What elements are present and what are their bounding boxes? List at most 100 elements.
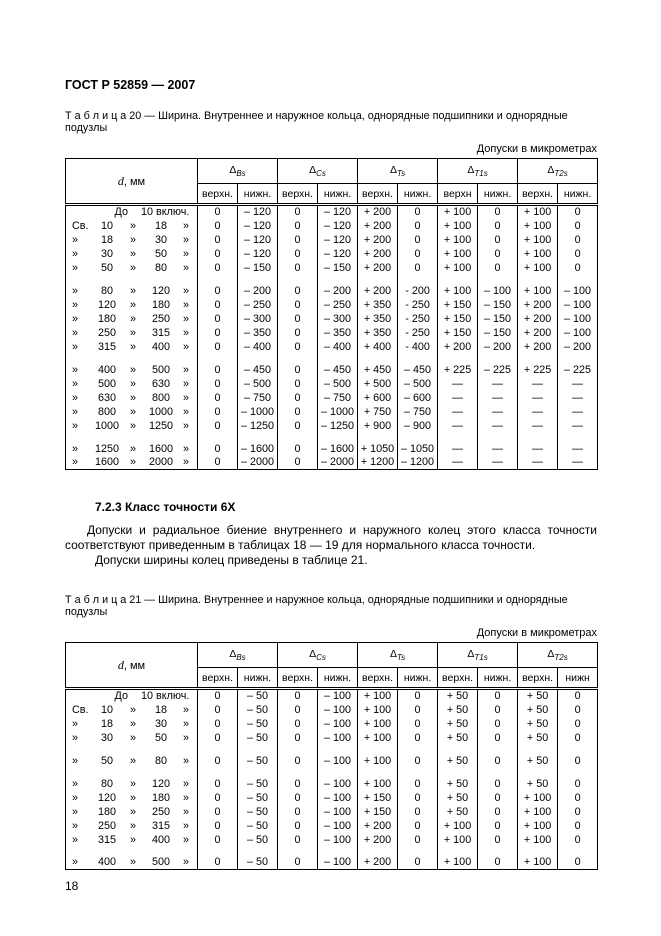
table-row: Св. 10» 18» 0– 50 0– 100 + 100 0 + 50 0 + 50 0 — [65, 702, 599, 717]
value-cell: 0 — [197, 730, 238, 745]
value-cell: + 100 — [437, 818, 479, 833]
table-row: » 315» 400» 0– 50 0– 100 + 200 0 + 100 0 + 100 0 — [65, 832, 599, 847]
spacer-cell — [517, 846, 559, 856]
value-cell: 0 — [557, 776, 599, 791]
value-cell: — — [477, 441, 519, 456]
table20-units-note: Допуски в микрометрах — [476, 143, 597, 155]
value-cell: – 50 — [236, 730, 279, 745]
value-cell: – 2000 — [317, 455, 359, 470]
value-cell: 0 — [397, 218, 439, 233]
value-cell: 0 — [197, 232, 238, 247]
value-cell: – 150 — [236, 260, 279, 275]
value-cell: — — [437, 418, 479, 433]
value-cell: + 150 — [357, 790, 399, 805]
value-cell: + 350 — [357, 311, 399, 326]
value-cell: + 100 — [517, 818, 559, 833]
table-row: » 80» 120» 0– 200 0– 200 + 200- 200 + 100– 100… — [65, 283, 599, 298]
value-cell: – 50 — [236, 776, 279, 791]
value-cell: – 250 — [317, 297, 359, 312]
d-range-cell: » 50» 80» — [65, 753, 198, 768]
value-cell: 0 — [197, 246, 238, 261]
d-range-cell: » 400» 500» — [65, 855, 198, 870]
table20-header: d, мм ΔBs ΔCs ΔTs ΔT1s ΔT2s верхн. нижн. верхн… — [65, 158, 599, 206]
value-cell: 0 — [197, 776, 238, 791]
value-cell: – 150 — [317, 260, 359, 275]
value-cell: – 100 — [317, 688, 359, 703]
value-cell: – 400 — [236, 339, 279, 354]
spacer-cell — [197, 767, 238, 777]
value-cell: 0 — [397, 790, 439, 805]
spacer-cell — [197, 274, 238, 284]
spacer-cell — [517, 767, 559, 777]
value-cell: – 2000 — [236, 455, 279, 470]
d-range-cell: » 630» 800» — [65, 390, 198, 405]
table21-units-note: Допуски в микрометрах — [476, 627, 597, 639]
table20: d, мм ΔBs ΔCs ΔTs ΔT1s ΔT2s верхн. нижн. верхн… — [65, 158, 599, 470]
spacer-cell — [236, 767, 279, 777]
value-cell: 0 — [277, 855, 319, 870]
value-cell: – 150 — [477, 325, 519, 340]
value-cell: + 100 — [517, 855, 559, 870]
value-cell: – 350 — [317, 325, 359, 340]
value-cell: + 50 — [517, 753, 559, 768]
value-cell: 0 — [277, 404, 319, 419]
spacer-cell — [236, 846, 279, 856]
spacer-cell — [357, 274, 399, 284]
value-cell: – 100 — [557, 297, 599, 312]
value-cell: + 50 — [437, 790, 479, 805]
delta-column-header: ΔT1s — [437, 642, 519, 668]
value-cell: – 500 — [317, 376, 359, 391]
value-cell: + 100 — [437, 832, 479, 847]
d-range-cell: » 800» 1000» — [65, 404, 198, 419]
value-cell: + 100 — [517, 260, 559, 275]
delta-column-header: ΔCs — [277, 158, 359, 184]
sub-column-header: нижн — [557, 667, 599, 690]
value-cell: 0 — [277, 455, 319, 470]
d-column-header: d, мм — [65, 642, 198, 690]
sub-column-header: нижн. — [397, 667, 439, 690]
value-cell: + 100 — [437, 218, 479, 233]
section-paragraph: Допуски и радиальное биение внутреннего … — [65, 523, 597, 552]
sub-column-header: верхн — [437, 183, 479, 206]
sub-column-header: верхн. — [197, 667, 238, 690]
spacer-cell — [317, 744, 359, 754]
d-range-cell: До 10 включ. — [65, 204, 198, 219]
value-cell: 0 — [277, 376, 319, 391]
spacer-cell — [236, 353, 279, 363]
value-cell: – 100 — [317, 776, 359, 791]
value-cell: + 50 — [517, 776, 559, 791]
value-cell: 0 — [557, 730, 599, 745]
spacer-cell — [437, 432, 479, 442]
value-cell: 0 — [277, 776, 319, 791]
d-range-cell: » 1000» 1250» — [65, 418, 198, 433]
value-cell: 0 — [557, 855, 599, 870]
value-cell: 0 — [477, 260, 519, 275]
spacer-cell — [317, 274, 359, 284]
value-cell: — — [437, 404, 479, 419]
spacer-cell — [397, 744, 439, 754]
value-cell: — — [477, 418, 519, 433]
table-row: » 120» 180» 0– 250 0– 250 + 350- 250 + 150– 15… — [65, 297, 599, 312]
spacer-cell — [557, 353, 599, 363]
value-cell: 0 — [197, 418, 238, 433]
value-cell: + 200 — [517, 325, 559, 340]
value-cell: 0 — [477, 730, 519, 745]
delta-column-header: ΔCs — [277, 642, 359, 668]
value-cell: + 50 — [517, 688, 559, 703]
value-cell: – 225 — [557, 362, 599, 377]
spacer-cell — [277, 846, 319, 856]
spacer-cell — [317, 767, 359, 777]
value-cell: 0 — [197, 790, 238, 805]
table21: d, мм ΔBs ΔCs ΔTs ΔT1s ΔT2s верхн. нижн. верхн… — [65, 642, 599, 870]
table-row: » 50» 80» 0– 50 0– 100 + 100 0 + 50 0 + 50 0 — [65, 753, 599, 768]
value-cell: — — [477, 390, 519, 405]
d-range-cell: » 120» 180» — [65, 297, 198, 312]
value-cell: – 120 — [317, 218, 359, 233]
section-paragraph-2: Допуски ширины колец приведены в таблице… — [95, 553, 368, 567]
value-cell: + 200 — [437, 339, 479, 354]
spacer-cell — [317, 432, 359, 442]
value-cell: + 100 — [517, 204, 559, 219]
sub-column-header: нижн. — [236, 667, 279, 690]
value-cell: – 50 — [236, 804, 279, 819]
value-cell: 0 — [197, 362, 238, 377]
